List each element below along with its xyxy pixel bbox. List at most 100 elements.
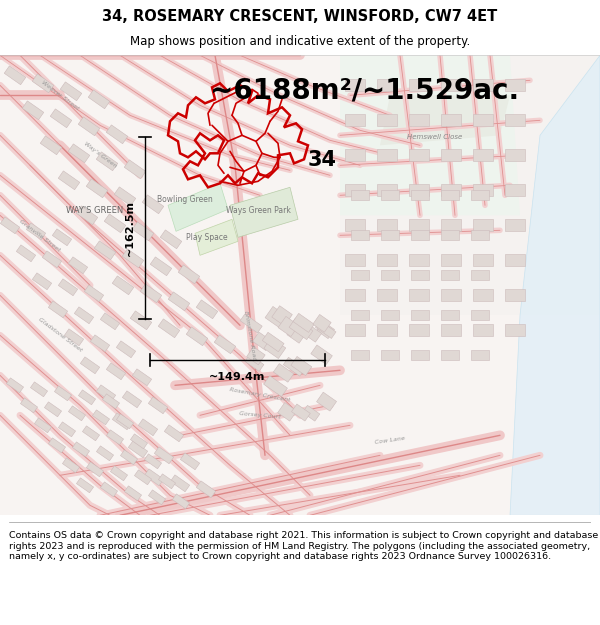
Bar [505,149,525,161]
Bar [44,402,62,417]
Text: Brimstone Road: Brimstone Road [243,310,257,361]
Bar [58,279,77,296]
Bar [409,289,429,301]
Bar [100,313,119,330]
Bar [94,241,116,260]
Bar [409,254,429,266]
Polygon shape [340,55,600,315]
Bar [64,329,83,346]
Bar [345,254,365,266]
Bar [43,251,62,268]
Bar [86,179,108,198]
Bar [97,385,116,402]
Text: Rosemary Crescent: Rosemary Crescent [229,388,291,403]
Bar [86,462,104,477]
Bar [265,306,289,329]
Bar [76,206,98,225]
Bar [160,230,182,249]
Bar [345,114,365,126]
Bar [441,184,461,196]
Bar [471,190,489,200]
Bar [505,114,525,126]
Bar [34,418,52,432]
Bar [473,289,493,301]
Polygon shape [168,183,228,231]
Bar [88,90,110,109]
Bar [411,310,429,320]
Text: Play Space: Play Space [186,232,228,242]
Bar [381,230,399,240]
Bar [377,114,397,126]
Text: 34, ROSEMARY CRESCENT, WINSFORD, CW7 4ET: 34, ROSEMARY CRESCENT, WINSFORD, CW7 4ET [103,9,497,24]
Bar [58,171,80,190]
Bar [345,149,365,161]
Bar [124,486,142,501]
Bar [1,217,20,234]
Bar [122,249,144,268]
Bar [122,391,142,408]
Bar [91,335,110,352]
Bar [68,257,88,274]
Bar [168,292,190,311]
Bar [60,82,82,101]
Bar [441,310,459,320]
Bar [411,190,429,200]
Bar [301,324,322,342]
Bar [181,453,200,470]
Bar [178,265,200,284]
Bar [16,245,35,262]
Bar [411,230,429,240]
Bar [441,254,461,266]
Bar [351,230,369,240]
Bar [473,184,493,196]
Bar [381,270,399,280]
Bar [381,350,399,360]
Bar [73,442,89,457]
Bar [124,160,146,179]
Bar [264,338,286,359]
Bar [441,289,461,301]
Bar [128,441,148,458]
Bar [196,300,218,319]
Bar [471,270,489,280]
Polygon shape [380,95,510,145]
Bar [377,149,397,161]
Bar [74,307,94,324]
Bar [411,350,429,360]
Bar [186,327,208,346]
Bar [441,79,461,91]
Bar [278,316,299,336]
Polygon shape [195,219,238,255]
Bar [377,289,397,301]
Bar [317,392,337,411]
Bar [4,66,26,85]
Bar [247,347,265,365]
Bar [49,438,65,452]
Bar [253,332,272,351]
Bar [283,357,305,376]
Bar [100,482,118,497]
Text: Map shows position and indicative extent of the property.: Map shows position and indicative extent… [130,35,470,48]
Bar [351,190,369,200]
Bar [381,190,399,200]
Bar [68,406,86,421]
Polygon shape [510,55,600,515]
Bar [274,364,294,382]
Bar [441,149,461,161]
Bar [409,149,429,161]
Bar [150,257,172,276]
Bar [68,144,90,162]
Bar [52,229,71,246]
Polygon shape [230,188,298,238]
Bar [80,357,100,374]
Bar [82,426,100,441]
Bar [172,494,190,509]
Bar [22,101,44,120]
Bar [62,458,80,472]
Bar [78,117,100,136]
Bar [293,313,314,332]
Bar [473,114,493,126]
Bar [505,254,525,266]
Bar [240,314,262,333]
Bar [104,214,126,232]
